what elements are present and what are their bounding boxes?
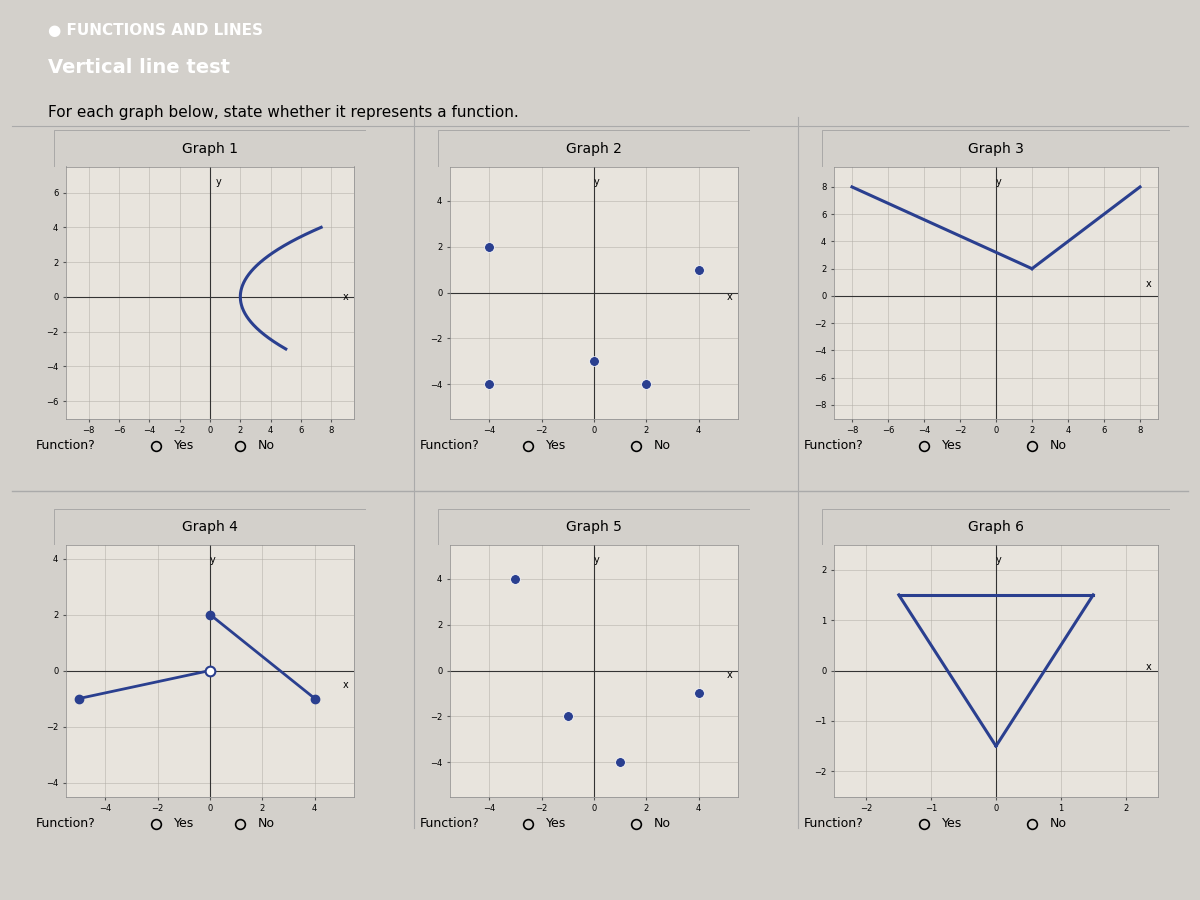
Text: Function?: Function? bbox=[804, 439, 864, 452]
Text: Yes: Yes bbox=[174, 817, 194, 830]
Text: y: y bbox=[594, 176, 600, 186]
Text: No: No bbox=[258, 439, 275, 452]
Text: No: No bbox=[1050, 439, 1067, 452]
Text: Graph 5: Graph 5 bbox=[566, 519, 622, 534]
Text: x: x bbox=[342, 292, 348, 302]
Text: Vertical line test: Vertical line test bbox=[48, 58, 230, 77]
Text: Yes: Yes bbox=[942, 817, 962, 830]
Text: x: x bbox=[726, 292, 732, 302]
Text: Function?: Function? bbox=[36, 439, 96, 452]
Text: No: No bbox=[258, 817, 275, 830]
Text: Graph 4: Graph 4 bbox=[182, 519, 238, 534]
Text: Yes: Yes bbox=[174, 439, 194, 452]
Text: Function?: Function? bbox=[420, 817, 480, 830]
Text: Function?: Function? bbox=[36, 817, 96, 830]
Text: y: y bbox=[210, 554, 216, 564]
Text: x: x bbox=[342, 680, 348, 690]
Text: For each graph below, state whether it represents a function.: For each graph below, state whether it r… bbox=[48, 105, 518, 120]
Text: Function?: Function? bbox=[804, 817, 864, 830]
Text: Yes: Yes bbox=[942, 439, 962, 452]
Text: x: x bbox=[1146, 662, 1152, 672]
Text: Function?: Function? bbox=[420, 439, 480, 452]
Text: Graph 6: Graph 6 bbox=[968, 519, 1024, 534]
Text: y: y bbox=[996, 554, 1002, 564]
Text: Yes: Yes bbox=[546, 817, 566, 830]
Text: y: y bbox=[216, 176, 222, 186]
Text: No: No bbox=[654, 817, 671, 830]
Text: Yes: Yes bbox=[546, 439, 566, 452]
Text: Graph 2: Graph 2 bbox=[566, 141, 622, 156]
Text: Graph 3: Graph 3 bbox=[968, 141, 1024, 156]
Text: y: y bbox=[594, 554, 600, 564]
Text: No: No bbox=[654, 439, 671, 452]
Text: x: x bbox=[1146, 280, 1152, 290]
Text: No: No bbox=[1050, 817, 1067, 830]
Text: ● FUNCTIONS AND LINES: ● FUNCTIONS AND LINES bbox=[48, 22, 263, 38]
Text: x: x bbox=[726, 670, 732, 680]
Text: y: y bbox=[996, 176, 1002, 186]
Text: Graph 1: Graph 1 bbox=[182, 141, 238, 156]
